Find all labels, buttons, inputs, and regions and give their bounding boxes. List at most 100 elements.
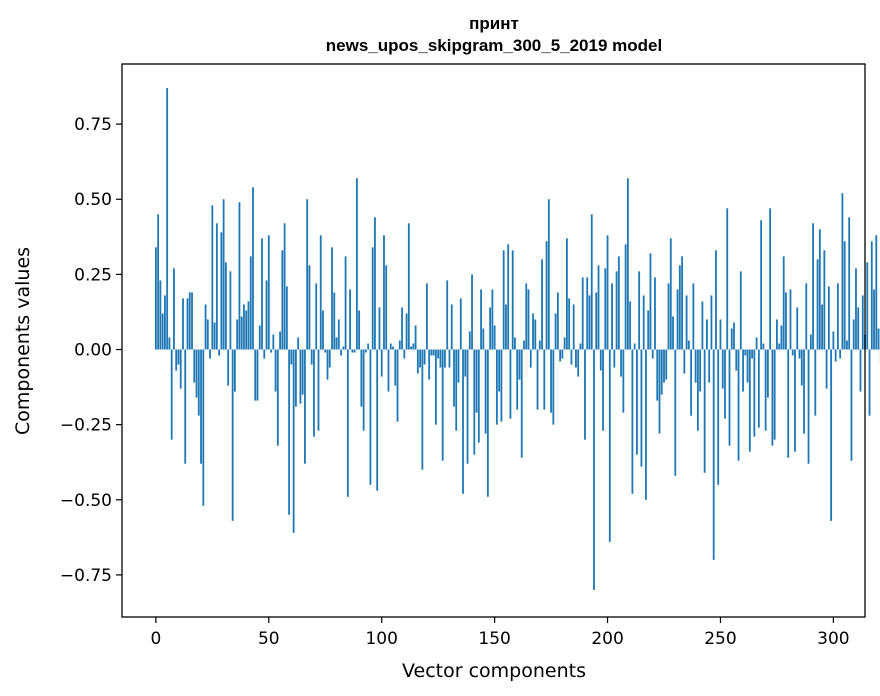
bar-component-170 [538, 340, 541, 350]
bar-component-131 [450, 304, 453, 350]
bar-component-49 [265, 280, 268, 350]
bar-component-69 [310, 349, 313, 365]
bar-component-269 [762, 343, 765, 350]
bar-component-214 [638, 271, 641, 350]
bar-component-101 [383, 235, 385, 350]
bar-component-11 [179, 349, 182, 389]
y-tick-label: 0.00 [74, 341, 112, 361]
bar-component-74 [322, 310, 324, 350]
bar-component-284 [796, 307, 799, 350]
bar-component-130 [448, 349, 451, 368]
x-tick-label: 250 [704, 629, 736, 649]
bar-component-44 [254, 349, 257, 401]
bar-component-307 [848, 217, 851, 350]
bar-component-134 [457, 349, 460, 383]
bar-component-249 [717, 349, 720, 485]
y-tick-label: 0.75 [74, 115, 112, 135]
bar-component-160 [516, 349, 519, 410]
bar-component-54 [276, 349, 279, 446]
bar-component-76 [326, 349, 329, 380]
bar-component-291 [812, 223, 814, 350]
bar-component-17 [193, 349, 196, 383]
bar-component-199 [604, 268, 607, 350]
bar-component-88 [353, 349, 356, 353]
bar-component-301 [834, 349, 837, 362]
bar-component-125 [437, 349, 440, 359]
bar-component-155 [505, 304, 507, 350]
bar-component-311 [857, 307, 860, 350]
bar-component-146 [484, 349, 487, 434]
bar-component-316 [868, 349, 871, 416]
bar-component-80 [335, 337, 338, 350]
bar-component-139 [468, 331, 471, 350]
bar-component-270 [764, 349, 767, 431]
bar-component-28 [218, 349, 221, 356]
bar-component-169 [536, 349, 539, 410]
bar-component-78 [331, 247, 333, 350]
y-tick-label: −0.75 [60, 566, 112, 586]
bar-component-14 [186, 298, 189, 350]
y-axis-label: Components values [12, 247, 34, 435]
bar-component-85 [346, 349, 349, 497]
bar-component-200 [606, 235, 609, 350]
bar-component-235 [685, 295, 688, 350]
bar-component-16 [191, 292, 193, 350]
bar-component-255 [730, 328, 733, 350]
bar-component-185 [572, 304, 575, 350]
bar-component-172 [543, 349, 546, 410]
bar-component-98 [376, 349, 379, 491]
bar-component-39 [243, 304, 245, 350]
bar-component-114 [412, 343, 415, 350]
bar-component-4 [164, 295, 166, 350]
y-tick-label: −0.50 [60, 491, 112, 511]
bar-component-282 [791, 349, 794, 356]
bar-component-63 [297, 337, 300, 350]
bar-component-106 [394, 349, 397, 386]
bar-component-168 [534, 319, 537, 350]
bar-component-45 [256, 349, 259, 401]
bar-component-304 [841, 193, 844, 350]
bar-component-178 [556, 292, 559, 350]
bar-component-75 [324, 349, 327, 353]
bar-component-68 [308, 265, 311, 350]
bar-component-273 [771, 349, 774, 446]
bar-component-299 [830, 349, 833, 521]
bar-component-143 [477, 349, 480, 443]
bar-component-229 [672, 316, 674, 350]
bar-component-186 [575, 349, 577, 368]
bar-component-267 [757, 349, 760, 428]
bar-component-289 [807, 349, 810, 464]
bar-component-61 [292, 349, 295, 533]
bar-component-140 [471, 274, 473, 350]
bar-component-38 [240, 316, 243, 350]
bar-component-239 [694, 349, 697, 383]
bar-component-188 [579, 343, 582, 350]
bar-component-246 [710, 295, 713, 350]
bar-component-145 [482, 328, 485, 350]
bar-component-315 [866, 262, 869, 350]
bar-component-308 [850, 349, 853, 461]
bar-component-83 [342, 346, 345, 350]
bar-component-207 [622, 349, 625, 413]
bar-component-142 [475, 349, 478, 413]
bar-component-225 [663, 349, 665, 383]
bar-component-234 [683, 349, 686, 374]
bar-component-123 [432, 349, 435, 356]
bar-component-203 [613, 349, 616, 368]
bar-component-40 [245, 310, 248, 350]
bar-component-232 [678, 265, 681, 350]
chart-title-line-1: принт [469, 14, 519, 33]
bar-component-296 [823, 250, 826, 350]
bar-component-157 [509, 349, 512, 419]
bar-component-8 [173, 268, 175, 350]
bar-component-42 [249, 256, 252, 350]
bar-component-6 [168, 337, 171, 350]
bar-component-265 [753, 349, 756, 437]
bar-component-190 [584, 349, 586, 440]
bar-component-15 [188, 292, 191, 350]
bar-component-302 [837, 283, 839, 350]
bar-component-221 [654, 277, 656, 350]
bar-component-242 [701, 301, 704, 350]
x-tick-label: 50 [258, 629, 280, 649]
bar-component-161 [518, 349, 521, 380]
